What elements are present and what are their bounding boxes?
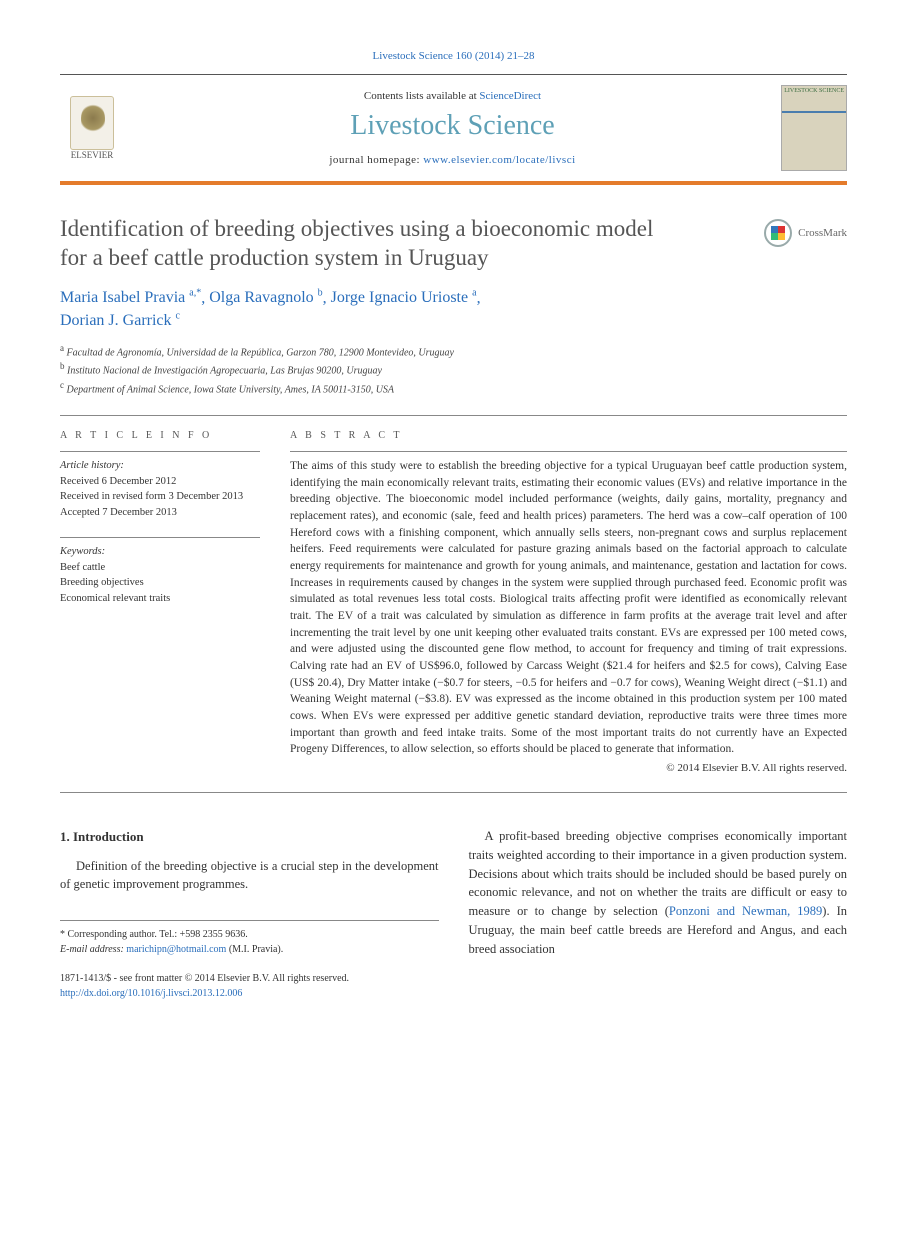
- divider-2: [60, 792, 847, 793]
- journal-header: ELSEVIER Contents lists available at Sci…: [60, 74, 847, 185]
- journal-name: Livestock Science: [136, 110, 769, 142]
- elsevier-logo: ELSEVIER: [60, 88, 124, 168]
- affiliation-a: a Facultad de Agronomía, Universidad de …: [60, 342, 847, 360]
- header-citation: Livestock Science 160 (2014) 21–28: [60, 50, 847, 62]
- homepage-prefix: journal homepage:: [329, 154, 423, 166]
- contents-prefix: Contents lists available at: [364, 90, 479, 102]
- author-email-link[interactable]: marichipn@hotmail.com: [126, 944, 226, 955]
- citation-ponzoni[interactable]: Ponzoni and Newman, 1989: [669, 904, 822, 918]
- crossmark-label: CrossMark: [798, 227, 847, 239]
- affiliation-b: b Instituto Nacional de Investigación Ag…: [60, 360, 847, 378]
- body-column-right: A profit-based breeding objective compri…: [469, 827, 848, 1001]
- abstract-text: The aims of this study were to establish…: [290, 451, 847, 758]
- history-accepted: Accepted 7 December 2013: [60, 507, 177, 518]
- author-1: Olga Ravagnolo b: [209, 289, 322, 306]
- history-received: Received 6 December 2012: [60, 476, 176, 487]
- corresponding-author: * Corresponding author. Tel.: +598 2355 …: [60, 927, 439, 942]
- footnote-block: * Corresponding author. Tel.: +598 2355 …: [60, 920, 439, 957]
- intro-para-right: A profit-based breeding objective compri…: [469, 827, 848, 958]
- intro-para-left: Definition of the breeding objective is …: [60, 857, 439, 895]
- author-0: Maria Isabel Pravia a,*: [60, 289, 201, 306]
- homepage-line: journal homepage: www.elsevier.com/locat…: [136, 154, 769, 166]
- publisher-name: ELSEVIER: [71, 150, 114, 160]
- section-heading-intro: 1. Introduction: [60, 827, 439, 847]
- history-revised: Received in revised form 3 December 2013: [60, 491, 243, 502]
- crossmark-icon: [764, 219, 792, 247]
- divider: [60, 415, 847, 416]
- affiliation-c: c Department of Animal Science, Iowa Sta…: [60, 379, 847, 397]
- crossmark-badge[interactable]: CrossMark: [764, 219, 847, 247]
- issn-line: 1871-1413/$ - see front matter © 2014 El…: [60, 971, 439, 986]
- contents-line: Contents lists available at ScienceDirec…: [136, 90, 769, 102]
- affiliations: a Facultad de Agronomía, Universidad de …: [60, 342, 847, 397]
- article-info-label: A R T I C L E I N F O: [60, 430, 260, 441]
- keyword-2: Economical relevant traits: [60, 593, 170, 604]
- body-column-left: 1. Introduction Definition of the breedi…: [60, 827, 439, 1001]
- authors-list: Maria Isabel Pravia a,*, Olga Ravagnolo …: [60, 287, 847, 332]
- bottom-meta: 1871-1413/$ - see front matter © 2014 El…: [60, 971, 439, 1001]
- journal-cover-thumb: LIVESTOCK SCIENCE: [781, 85, 847, 171]
- keywords-label: Keywords:: [60, 546, 105, 557]
- article-history: Article history: Received 6 December 201…: [60, 451, 260, 521]
- sciencedirect-link[interactable]: ScienceDirect: [479, 90, 541, 102]
- history-label: Article history:: [60, 460, 124, 471]
- abstract-label: A B S T R A C T: [290, 430, 847, 441]
- keyword-0: Beef cattle: [60, 562, 105, 573]
- author-2: Jorge Ignacio Urioste a: [331, 289, 477, 306]
- email-line: E-mail address: marichipn@hotmail.com (M…: [60, 942, 439, 957]
- article-title: Identification of breeding objectives us…: [60, 215, 680, 273]
- elsevier-tree-icon: [70, 96, 114, 150]
- author-3: Dorian J. Garrick c: [60, 312, 180, 329]
- keyword-1: Breeding objectives: [60, 577, 144, 588]
- doi-link[interactable]: http://dx.doi.org/10.1016/j.livsci.2013.…: [60, 988, 242, 999]
- homepage-link[interactable]: www.elsevier.com/locate/livsci: [423, 154, 575, 166]
- keywords-block: Keywords: Beef cattle Breeding objective…: [60, 537, 260, 607]
- abstract-copyright: © 2014 Elsevier B.V. All rights reserved…: [290, 762, 847, 774]
